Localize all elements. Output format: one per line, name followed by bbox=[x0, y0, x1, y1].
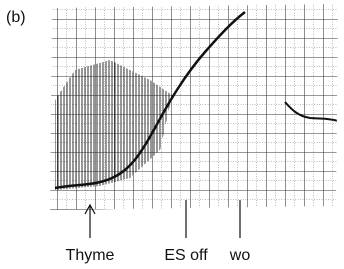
panel-label: (b) bbox=[6, 9, 26, 26]
marker-label: ES off bbox=[164, 247, 208, 264]
marker-label: Thyme bbox=[66, 247, 115, 264]
chart-paper bbox=[40, 0, 340, 215]
figure-panel: (b) Thyme ES off wo bbox=[0, 0, 344, 269]
marker-label: wo bbox=[229, 247, 251, 264]
